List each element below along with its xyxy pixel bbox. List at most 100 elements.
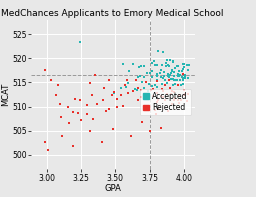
Point xyxy=(171,60,175,63)
Point xyxy=(119,93,123,97)
Point xyxy=(153,84,157,87)
Point xyxy=(88,129,92,133)
Point xyxy=(166,72,170,76)
Point xyxy=(172,70,176,73)
Point xyxy=(66,105,70,108)
Point xyxy=(59,116,63,119)
Point xyxy=(177,74,182,77)
Point xyxy=(175,74,179,77)
Point xyxy=(182,94,186,97)
Point xyxy=(174,78,178,81)
Point xyxy=(126,81,130,85)
Point xyxy=(60,135,64,138)
Point xyxy=(170,102,174,106)
Point xyxy=(173,97,177,100)
Point xyxy=(76,112,80,115)
Point xyxy=(147,82,151,85)
Point xyxy=(142,86,146,90)
Point xyxy=(153,64,157,67)
Point xyxy=(139,88,143,92)
Point xyxy=(93,73,97,76)
Point xyxy=(131,62,135,65)
Point xyxy=(166,109,170,112)
Point xyxy=(165,92,169,95)
Point xyxy=(167,75,171,79)
Point xyxy=(148,72,152,75)
Point xyxy=(148,129,153,133)
Point xyxy=(46,148,50,151)
Point xyxy=(129,134,133,137)
Point xyxy=(179,83,183,86)
Point xyxy=(79,119,83,122)
Point xyxy=(155,85,159,88)
Point xyxy=(145,72,149,75)
Point xyxy=(85,112,89,115)
Point xyxy=(178,79,183,82)
Point xyxy=(125,79,129,82)
Point xyxy=(139,96,143,99)
Point xyxy=(180,69,184,72)
Point xyxy=(164,61,168,65)
Point xyxy=(172,74,176,77)
Point xyxy=(170,69,174,72)
Point xyxy=(173,82,177,85)
Point xyxy=(126,92,130,95)
Point xyxy=(185,99,189,102)
Point xyxy=(170,68,174,72)
Point xyxy=(172,90,176,94)
Point xyxy=(176,84,180,87)
Point xyxy=(107,108,111,111)
Point xyxy=(95,103,99,106)
Point xyxy=(152,60,156,63)
Point xyxy=(178,74,182,77)
Point xyxy=(101,98,105,101)
Point xyxy=(131,89,135,92)
Point xyxy=(162,74,166,77)
Point xyxy=(115,97,119,100)
Point xyxy=(85,104,89,107)
Point xyxy=(139,65,143,68)
Point xyxy=(159,126,164,129)
Point xyxy=(151,94,155,98)
Point xyxy=(110,94,114,97)
Point xyxy=(160,63,164,67)
Legend: Accepted, Rejected: Accepted, Rejected xyxy=(140,89,191,115)
Point xyxy=(146,95,150,98)
Point xyxy=(182,62,186,65)
X-axis label: GPA: GPA xyxy=(104,184,121,193)
Point xyxy=(176,98,180,101)
Point xyxy=(163,83,167,86)
Point xyxy=(138,74,142,77)
Point xyxy=(111,127,115,130)
Point xyxy=(71,145,75,148)
Point xyxy=(172,98,176,101)
Point xyxy=(183,76,187,79)
Point xyxy=(100,140,104,143)
Point xyxy=(177,93,181,96)
Point xyxy=(175,64,179,67)
Point xyxy=(177,69,181,72)
Point xyxy=(168,59,172,62)
Point xyxy=(159,75,163,78)
Point xyxy=(182,65,186,68)
Y-axis label: MCAT: MCAT xyxy=(2,83,10,106)
Point xyxy=(155,78,159,82)
Point xyxy=(43,141,47,144)
Point xyxy=(155,64,159,67)
Point xyxy=(162,71,166,74)
Point xyxy=(137,65,141,68)
Point xyxy=(155,79,159,82)
Point xyxy=(180,75,184,78)
Point xyxy=(58,103,62,106)
Point xyxy=(136,87,140,90)
Point xyxy=(161,77,165,80)
Point xyxy=(170,89,174,93)
Point xyxy=(144,81,148,84)
Point xyxy=(112,92,116,95)
Point xyxy=(161,89,165,92)
Point xyxy=(161,50,165,53)
Point xyxy=(163,98,167,102)
Point xyxy=(150,75,154,79)
Point xyxy=(170,77,175,81)
Point xyxy=(180,62,185,66)
